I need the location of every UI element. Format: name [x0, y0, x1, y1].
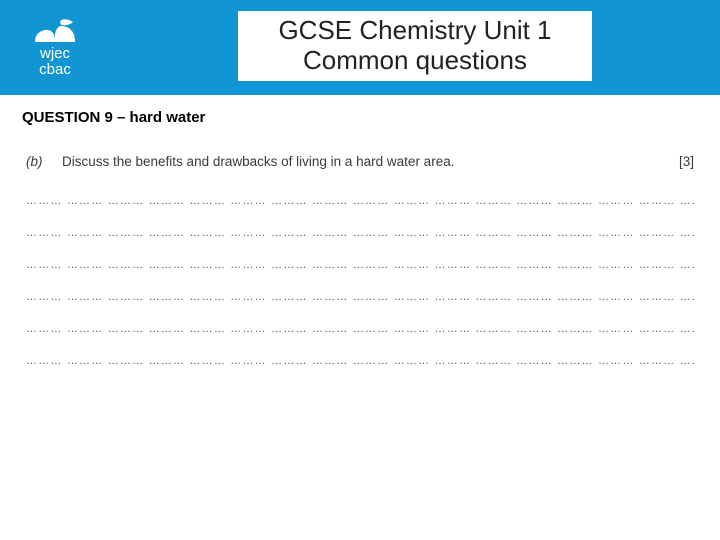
question-prompt-row: (b) Discuss the benefits and drawbacks o… [22, 154, 698, 169]
answer-line: ……… ……… ……… ……… ……… ……… ……… ……… ……… ……… … [26, 259, 694, 271]
book-leaf-icon [33, 18, 77, 44]
mark-allocation: [3] [654, 154, 694, 169]
answer-line: ……… ……… ……… ……… ……… ……… ……… ……… ……… ……… … [26, 195, 694, 207]
part-label: (b) [26, 154, 62, 169]
prompt-text: Discuss the benefits and drawbacks of li… [62, 154, 654, 169]
logo-text-line2: cbac [39, 62, 71, 78]
answer-lines-area: ……… ……… ……… ……… ……… ……… ……… ……… ……… ……… … [22, 195, 698, 367]
answer-line: ……… ……… ……… ……… ……… ……… ……… ……… ……… ……… … [26, 227, 694, 239]
title-box: GCSE Chemistry Unit 1 Common questions [238, 11, 591, 81]
answer-line: ……… ……… ……… ……… ……… ……… ……… ……… ……… ……… … [26, 291, 694, 303]
header-bar: wjec cbac GCSE Chemistry Unit 1 Common q… [0, 0, 720, 95]
question-heading: QUESTION 9 – hard water [22, 109, 698, 126]
answer-line: ……… ……… ……… ……… ……… ……… ……… ……… ……… ……… … [26, 323, 694, 335]
logo-block: wjec cbac [0, 0, 110, 95]
content-area: QUESTION 9 – hard water (b) Discuss the … [0, 95, 720, 367]
logo-text-line1: wjec [40, 46, 70, 62]
answer-line: ……… ……… ……… ……… ……… ……… ……… ……… ……… ……… … [26, 355, 694, 367]
title-area: GCSE Chemistry Unit 1 Common questions [110, 0, 720, 95]
title-line-1: GCSE Chemistry Unit 1 [278, 15, 551, 45]
title-line-2: Common questions [278, 45, 551, 75]
